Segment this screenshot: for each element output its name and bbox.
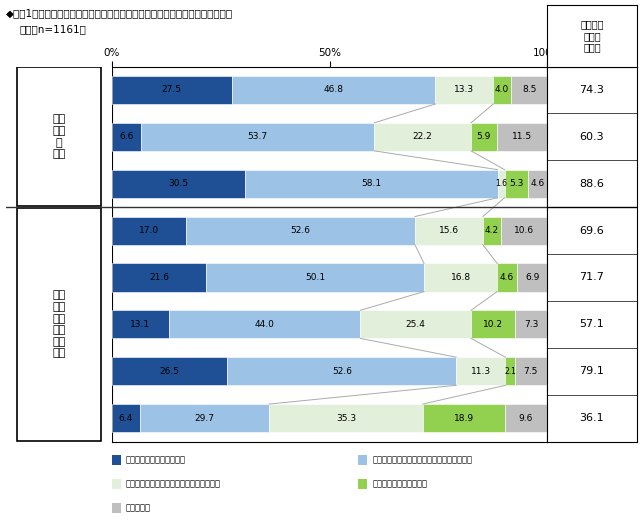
Bar — [112, 123, 141, 151]
Text: 7.3: 7.3 — [524, 320, 538, 329]
Bar — [497, 170, 504, 198]
Text: 4.0: 4.0 — [495, 86, 509, 95]
Text: 53.7: 53.7 — [248, 132, 268, 142]
Bar — [493, 76, 511, 104]
Bar — [511, 76, 548, 104]
Bar — [112, 76, 232, 104]
Bar — [112, 170, 244, 198]
Bar — [497, 123, 547, 151]
Text: 分からない: 分からない — [126, 504, 151, 512]
Bar — [515, 357, 547, 385]
Bar — [471, 123, 497, 151]
Text: 下降する（減る）と思う: 下降する（減る）と思う — [372, 480, 428, 488]
Text: 1.6: 1.6 — [495, 179, 507, 188]
Text: 10.6: 10.6 — [514, 226, 534, 235]
Text: 7.5: 7.5 — [524, 367, 538, 376]
Text: 26.5: 26.5 — [159, 367, 180, 376]
Text: 上昇する
と思う
（計）: 上昇する と思う （計） — [580, 19, 604, 53]
Bar — [435, 76, 493, 104]
Bar — [112, 263, 206, 292]
Bar — [186, 217, 415, 245]
Bar — [269, 404, 423, 432]
Text: 上昇する（増える）と思う: 上昇する（増える）と思う — [126, 456, 186, 464]
Text: どちらかと言えば上昇する（増える）と思う: どちらかと言えば上昇する（増える）と思う — [372, 456, 472, 464]
Text: 22.2: 22.2 — [413, 132, 433, 142]
Bar — [423, 404, 505, 432]
Text: 9.6: 9.6 — [518, 413, 533, 422]
Bar — [112, 357, 227, 385]
Text: 29.7: 29.7 — [195, 413, 214, 422]
Bar — [206, 263, 424, 292]
Text: 経済
全般
の
環境: 経済 全般 の 環境 — [52, 114, 66, 159]
Bar — [112, 217, 186, 245]
Bar — [527, 170, 548, 198]
Text: 11.5: 11.5 — [511, 132, 532, 142]
Text: 74.3: 74.3 — [580, 85, 604, 95]
Bar — [471, 310, 515, 338]
Text: 21.6: 21.6 — [149, 273, 169, 282]
Bar — [169, 310, 360, 338]
Text: 50.1: 50.1 — [305, 273, 325, 282]
Bar — [483, 217, 501, 245]
Text: 5.9: 5.9 — [477, 132, 491, 142]
Text: 全体【n=1161】: 全体【n=1161】 — [19, 24, 86, 34]
Text: ◆来年1年間の経済環境の変化をどのように予測しているか　（単一回答形式）: ◆来年1年間の経済環境の変化をどのように予測しているか （単一回答形式） — [6, 8, 234, 18]
Bar — [505, 404, 547, 432]
Text: 88.6: 88.6 — [580, 179, 604, 189]
Bar — [140, 404, 269, 432]
Text: 16.8: 16.8 — [451, 273, 470, 282]
Text: 52.6: 52.6 — [291, 226, 310, 235]
Text: 4.6: 4.6 — [531, 179, 545, 188]
Bar — [506, 357, 515, 385]
Text: 4.6: 4.6 — [500, 273, 515, 282]
Bar — [360, 310, 471, 338]
Bar — [497, 263, 517, 292]
Text: 住宅
や不
動産
に関
する
環境: 住宅 や不 動産 に関 する 環境 — [52, 290, 66, 359]
Text: 6.6: 6.6 — [119, 132, 134, 142]
Text: 35.3: 35.3 — [336, 413, 356, 422]
Bar — [515, 310, 547, 338]
Text: 10.2: 10.2 — [483, 320, 503, 329]
Text: 44.0: 44.0 — [255, 320, 275, 329]
Text: 17.0: 17.0 — [139, 226, 159, 235]
Bar — [227, 357, 456, 385]
Text: 36.1: 36.1 — [580, 413, 604, 423]
Bar — [517, 263, 547, 292]
Text: 13.3: 13.3 — [454, 86, 474, 95]
Text: 15.6: 15.6 — [439, 226, 459, 235]
Text: 71.7: 71.7 — [580, 272, 604, 282]
Text: 46.8: 46.8 — [323, 86, 344, 95]
Text: 60.3: 60.3 — [580, 132, 604, 142]
Text: 6.4: 6.4 — [119, 413, 133, 422]
Bar — [141, 123, 374, 151]
Bar — [415, 217, 483, 245]
Bar — [112, 310, 169, 338]
Bar — [456, 357, 506, 385]
Text: 13.1: 13.1 — [131, 320, 150, 329]
Bar — [504, 170, 527, 198]
Text: 11.3: 11.3 — [471, 367, 491, 376]
Text: 上昇する
と思う
（計）: 上昇する と思う （計） — [581, 35, 603, 64]
Bar — [424, 263, 497, 292]
Text: 5.3: 5.3 — [509, 179, 524, 188]
Text: 2.1: 2.1 — [504, 367, 516, 376]
Text: 18.9: 18.9 — [454, 413, 474, 422]
Text: 4.2: 4.2 — [485, 226, 499, 235]
Text: 8.5: 8.5 — [522, 86, 536, 95]
Bar — [244, 170, 497, 198]
Text: 58.1: 58.1 — [361, 179, 381, 188]
Text: 69.6: 69.6 — [580, 226, 604, 236]
Text: 6.9: 6.9 — [525, 273, 540, 282]
Bar — [112, 404, 140, 432]
Text: 57.1: 57.1 — [580, 319, 604, 329]
Text: 25.4: 25.4 — [406, 320, 426, 329]
Bar — [374, 123, 471, 151]
Text: 30.5: 30.5 — [168, 179, 188, 188]
Bar — [501, 217, 547, 245]
Bar — [232, 76, 435, 104]
Text: 27.5: 27.5 — [162, 86, 182, 95]
Text: 79.1: 79.1 — [580, 366, 604, 376]
Text: どちらかと言えば下降する（減る）と思う: どちらかと言えば下降する（減る）と思う — [126, 480, 221, 488]
Text: 52.6: 52.6 — [332, 367, 352, 376]
